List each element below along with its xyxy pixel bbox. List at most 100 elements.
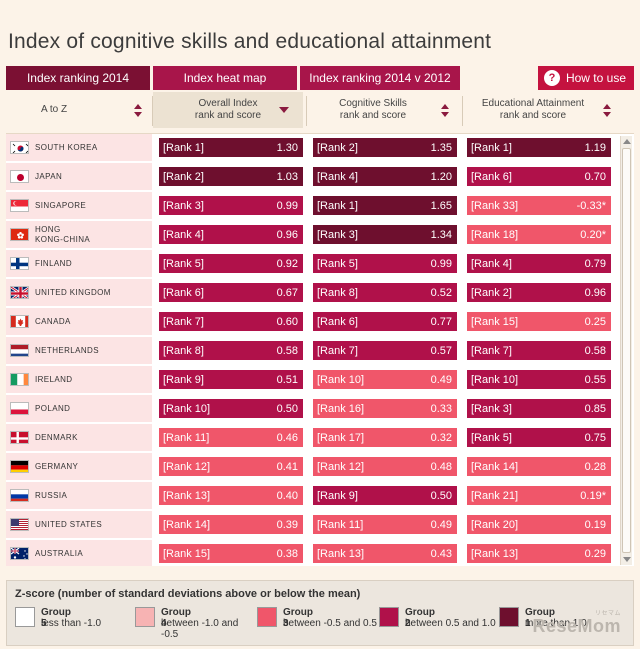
cognitive-score-cell[interactable]: [Rank 2] 1.35: [312, 137, 458, 158]
scrollbar[interactable]: [620, 136, 632, 565]
education-score-cell[interactable]: [Rank 14] 0.28: [466, 456, 612, 477]
cognitive-score-cell[interactable]: [Rank 5] 0.99: [312, 253, 458, 274]
tab-bar: Index ranking 2014 Index heat map Index …: [6, 66, 634, 90]
cognitive-score-cell[interactable]: [Rank 3] 1.34: [312, 224, 458, 245]
table-row[interactable]: POLAND [Rank 10] 0.50 [Rank 16] 0.33 [Rank 3]…: [6, 395, 618, 422]
cognitive-score-cell[interactable]: [Rank 6] 0.77: [312, 311, 458, 332]
tab-index-heat-map[interactable]: Index heat map: [153, 66, 297, 90]
cognitive-score-cell[interactable]: [Rank 16] 0.33: [312, 398, 458, 419]
sort-cognitive-skills[interactable]: Cognitive Skills rank and score: [307, 92, 459, 128]
table-row[interactable]: NETHERLANDS [Rank 8] 0.58 [Rank 7] 0.57 [Rank…: [6, 337, 618, 364]
country-cell[interactable]: FINLAND: [6, 250, 152, 277]
how-to-use-button[interactable]: ? How to use: [537, 66, 634, 90]
cognitive-score-cell[interactable]: [Rank 12] 0.48: [312, 456, 458, 477]
country-cell[interactable]: GERMANY: [6, 453, 152, 480]
overall-score-cell[interactable]: [Rank 6] 0.67: [158, 282, 304, 303]
cognitive-score-cell[interactable]: [Rank 17] 0.32: [312, 427, 458, 448]
overall-score-cell[interactable]: [Rank 5] 0.92: [158, 253, 304, 274]
country-cell[interactable]: JAPAN: [6, 163, 152, 190]
country-cell[interactable]: UNITED STATES: [6, 511, 152, 538]
education-score-cell[interactable]: [Rank 5] 0.75: [466, 427, 612, 448]
table-row[interactable]: SOUTH KOREA [Rank 1] 1.30 [Rank 2] 1.35 [Rank…: [6, 134, 618, 161]
overall-score-cell[interactable]: [Rank 4] 0.96: [158, 224, 304, 245]
country-cell[interactable]: IRELAND: [6, 366, 152, 393]
education-score-cell[interactable]: [Rank 6] 0.70: [466, 166, 612, 187]
score-value: 0.46: [276, 432, 298, 444]
country-cell[interactable]: SINGAPORE: [6, 192, 152, 219]
country-cell[interactable]: UNITED KINGDOM: [6, 279, 152, 306]
score-value: 0.99: [276, 200, 298, 212]
table-row[interactable]: CANADA [Rank 7] 0.60 [Rank 6] 0.77 [Rank 15] 0…: [6, 308, 618, 335]
cognitive-score-cell[interactable]: [Rank 4] 1.20: [312, 166, 458, 187]
education-score-cell[interactable]: [Rank 13] 0.29: [466, 543, 612, 564]
overall-score-cell[interactable]: [Rank 15] 0.38: [158, 543, 304, 564]
rank-label: [Rank 3]: [471, 403, 512, 415]
rank-label: [Rank 6]: [163, 287, 204, 299]
country-cell[interactable]: HONG KONG-CHINA: [6, 221, 152, 248]
overall-score-cell[interactable]: [Rank 2] 1.03: [158, 166, 304, 187]
cognitive-score-cell[interactable]: [Rank 10] 0.49: [312, 369, 458, 390]
education-score-cell[interactable]: [Rank 1] 1.19: [466, 137, 612, 158]
education-score-cell[interactable]: [Rank 15] 0.25: [466, 311, 612, 332]
country-cell[interactable]: DENMARK: [6, 424, 152, 451]
country-cell[interactable]: RUSSIA: [6, 482, 152, 509]
overall-score-cell[interactable]: [Rank 11] 0.46: [158, 427, 304, 448]
education-score-cell[interactable]: [Rank 21] 0.19*: [466, 485, 612, 506]
cognitive-score-cell[interactable]: [Rank 13] 0.43: [312, 543, 458, 564]
table-row[interactable]: HONG KONG-CHINA [Rank 4] 0.96 [Rank 3] 1.34 […: [6, 221, 618, 248]
score-value: 0.48: [430, 461, 452, 473]
table-row[interactable]: UNITED KINGDOM [Rank 6] 0.67 [Rank 8] 0.52 [R…: [6, 279, 618, 306]
overall-score-cell[interactable]: [Rank 8] 0.58: [158, 340, 304, 361]
ranking-list[interactable]: SOUTH KOREA [Rank 1] 1.30 [Rank 2] 1.35 [Rank…: [6, 133, 634, 566]
table-row[interactable]: UNITED STATES [Rank 14] 0.39 [Rank 11] 0.49 […: [6, 511, 618, 538]
table-row[interactable]: IRELAND [Rank 9] 0.51 [Rank 10] 0.49 [Rank 10…: [6, 366, 618, 393]
table-row[interactable]: DENMARK [Rank 11] 0.46 [Rank 17] 0.32 [Rank 5…: [6, 424, 618, 451]
table-row[interactable]: RUSSIA [Rank 13] 0.40 [Rank 9] 0.50 [Rank 21]…: [6, 482, 618, 509]
country-cell[interactable]: SOUTH KOREA: [6, 134, 152, 161]
education-score-cell[interactable]: [Rank 18] 0.20*: [466, 224, 612, 245]
country-cell[interactable]: AUSTRALIA: [6, 540, 152, 566]
education-score-cell[interactable]: [Rank 7] 0.58: [466, 340, 612, 361]
overall-score-cell[interactable]: [Rank 3] 0.99: [158, 195, 304, 216]
sort-overall-index[interactable]: Overall Index rank and score: [153, 92, 303, 128]
education-score-cell[interactable]: [Rank 33] -0.33*: [466, 195, 612, 216]
table-row[interactable]: FINLAND [Rank 5] 0.92 [Rank 5] 0.99 [Rank 4] 0…: [6, 250, 618, 277]
scroll-down-icon[interactable]: [623, 557, 631, 562]
overall-score-cell[interactable]: [Rank 1] 1.30: [158, 137, 304, 158]
education-score-cell[interactable]: [Rank 3] 0.85: [466, 398, 612, 419]
table-row[interactable]: SINGAPORE [Rank 3] 0.99 [Rank 1] 1.65 [Rank 3…: [6, 192, 618, 219]
overall-score-cell[interactable]: [Rank 14] 0.39: [158, 514, 304, 535]
overall-score-cell[interactable]: [Rank 7] 0.60: [158, 311, 304, 332]
country-name: DENMARK: [35, 432, 78, 442]
tab-index-ranking-2014[interactable]: Index ranking 2014: [6, 66, 150, 90]
sort-a-to-z[interactable]: A to Z: [6, 92, 152, 128]
table-row[interactable]: JAPAN [Rank 2] 1.03 [Rank 4] 1.20 [Rank 6] 0.7…: [6, 163, 618, 190]
country-cell[interactable]: NETHERLANDS: [6, 337, 152, 364]
score-value: 1.65: [430, 200, 452, 212]
cognitive-score-cell[interactable]: [Rank 1] 1.65: [312, 195, 458, 216]
education-score-cell[interactable]: [Rank 10] 0.55: [466, 369, 612, 390]
scrollbar-thumb[interactable]: [622, 148, 631, 553]
overall-score-cell[interactable]: [Rank 9] 0.51: [158, 369, 304, 390]
education-score-cell[interactable]: [Rank 20] 0.19: [466, 514, 612, 535]
overall-score-cell[interactable]: [Rank 10] 0.50: [158, 398, 304, 419]
zscore-legend: Z-score (number of standard deviations a…: [6, 580, 634, 646]
education-score-cell[interactable]: [Rank 4] 0.79: [466, 253, 612, 274]
tab-index-ranking-2014-v-2012[interactable]: Index ranking 2014 v 2012: [300, 66, 460, 90]
country-cell[interactable]: CANADA: [6, 308, 152, 335]
score-value: 0.41: [276, 461, 298, 473]
table-row[interactable]: AUSTRALIA [Rank 15] 0.38 [Rank 13] 0.43 [Rank…: [6, 540, 618, 566]
cognitive-score-cell[interactable]: [Rank 7] 0.57: [312, 340, 458, 361]
overall-score-cell[interactable]: [Rank 12] 0.41: [158, 456, 304, 477]
flag-kr-icon: [10, 141, 29, 154]
cognitive-score-cell[interactable]: [Rank 8] 0.52: [312, 282, 458, 303]
table-row[interactable]: GERMANY [Rank 12] 0.41 [Rank 12] 0.48 [Rank 1…: [6, 453, 618, 480]
cognitive-score-cell[interactable]: [Rank 11] 0.49: [312, 514, 458, 535]
education-score-cell[interactable]: [Rank 2] 0.96: [466, 282, 612, 303]
sort-educational-attainment[interactable]: Educational Attainment rank and score: [463, 92, 621, 128]
cognitive-score-cell[interactable]: [Rank 9] 0.50: [312, 485, 458, 506]
scroll-up-icon[interactable]: [623, 139, 631, 144]
overall-score-cell[interactable]: [Rank 13] 0.40: [158, 485, 304, 506]
flag-jp-icon: [10, 170, 29, 183]
country-cell[interactable]: POLAND: [6, 395, 152, 422]
